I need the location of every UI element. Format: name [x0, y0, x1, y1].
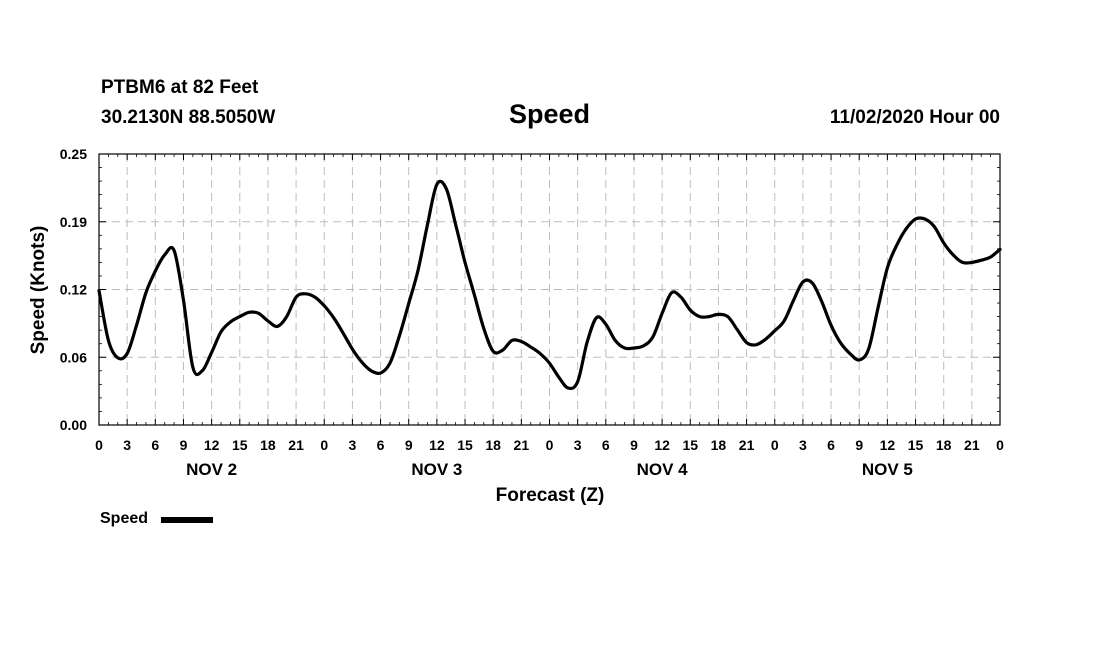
y-tick-label: 0.12 [60, 282, 87, 298]
x-tick-label: 21 [288, 437, 304, 453]
x-tick-label: 15 [908, 437, 924, 453]
day-label: NOV 2 [186, 460, 237, 479]
x-tick-label: 9 [630, 437, 638, 453]
legend-swatch [161, 517, 213, 523]
day-label: NOV 5 [862, 460, 913, 479]
speed-series-line [97, 179, 1002, 391]
x-tick-label: 9 [855, 437, 863, 453]
x-tick-label: 18 [936, 437, 952, 453]
x-tick-label: 18 [260, 437, 276, 453]
y-axis-label: Speed (Knots) [28, 226, 49, 355]
x-tick-label: 0 [546, 437, 554, 453]
x-tick-label: 15 [232, 437, 248, 453]
plot-frame [98, 153, 1001, 426]
x-tick-label: 15 [457, 437, 473, 453]
x-tick-label: 6 [151, 437, 159, 453]
x-tick-label: 9 [180, 437, 188, 453]
station-label: PTBM6 at 82 Feet [101, 77, 259, 98]
day-label: NOV 4 [637, 460, 689, 479]
x-tick-label: 21 [739, 437, 755, 453]
x-tick-label: 0 [95, 437, 103, 453]
x-tick-label: 21 [514, 437, 530, 453]
coordinates-label: 30.2130N 88.5050W [101, 107, 276, 128]
x-tick-label: 12 [429, 437, 445, 453]
y-tick-label: 0.19 [60, 214, 87, 230]
grid-layer [99, 154, 1000, 425]
x-tick-label: 3 [123, 437, 131, 453]
x-tick-label: 21 [964, 437, 980, 453]
forecast-datetime: 11/02/2020 Hour 00 [829, 107, 1000, 128]
label-layer: 0 3 6 9 12 15 18 21 0 3 6 9 12 15 18 21 0 3 6 9 12 15 18 21 0 3 6 9… [60, 146, 1004, 479]
x-tick-label: 0 [771, 437, 779, 453]
x-tick-label: 9 [405, 437, 413, 453]
x-tick-label: 15 [682, 437, 698, 453]
x-tick-label: 0 [996, 437, 1004, 453]
x-tick-label: 3 [349, 437, 357, 453]
day-label: NOV 3 [411, 460, 462, 479]
x-tick-label: 6 [602, 437, 610, 453]
x-tick-label: 18 [485, 437, 501, 453]
y-tick-label: 0.06 [60, 349, 87, 365]
x-tick-label: 12 [204, 437, 220, 453]
x-tick-label: 3 [799, 437, 807, 453]
x-tick-label: 12 [880, 437, 896, 453]
chart-title-text: Speed [509, 99, 591, 129]
x-tick-label: 3 [574, 437, 582, 453]
x-tick-label: 0 [320, 437, 328, 453]
y-tick-label: 0.25 [60, 146, 87, 162]
x-tick-label: 18 [711, 437, 727, 453]
y-tick-label: 0.00 [60, 417, 87, 433]
x-tick-label: 6 [827, 437, 835, 453]
x-axis-label: Forecast (Z) [496, 485, 605, 506]
x-tick-label: 6 [377, 437, 385, 453]
legend-label: Speed [100, 510, 149, 527]
x-tick-label: 12 [654, 437, 670, 453]
